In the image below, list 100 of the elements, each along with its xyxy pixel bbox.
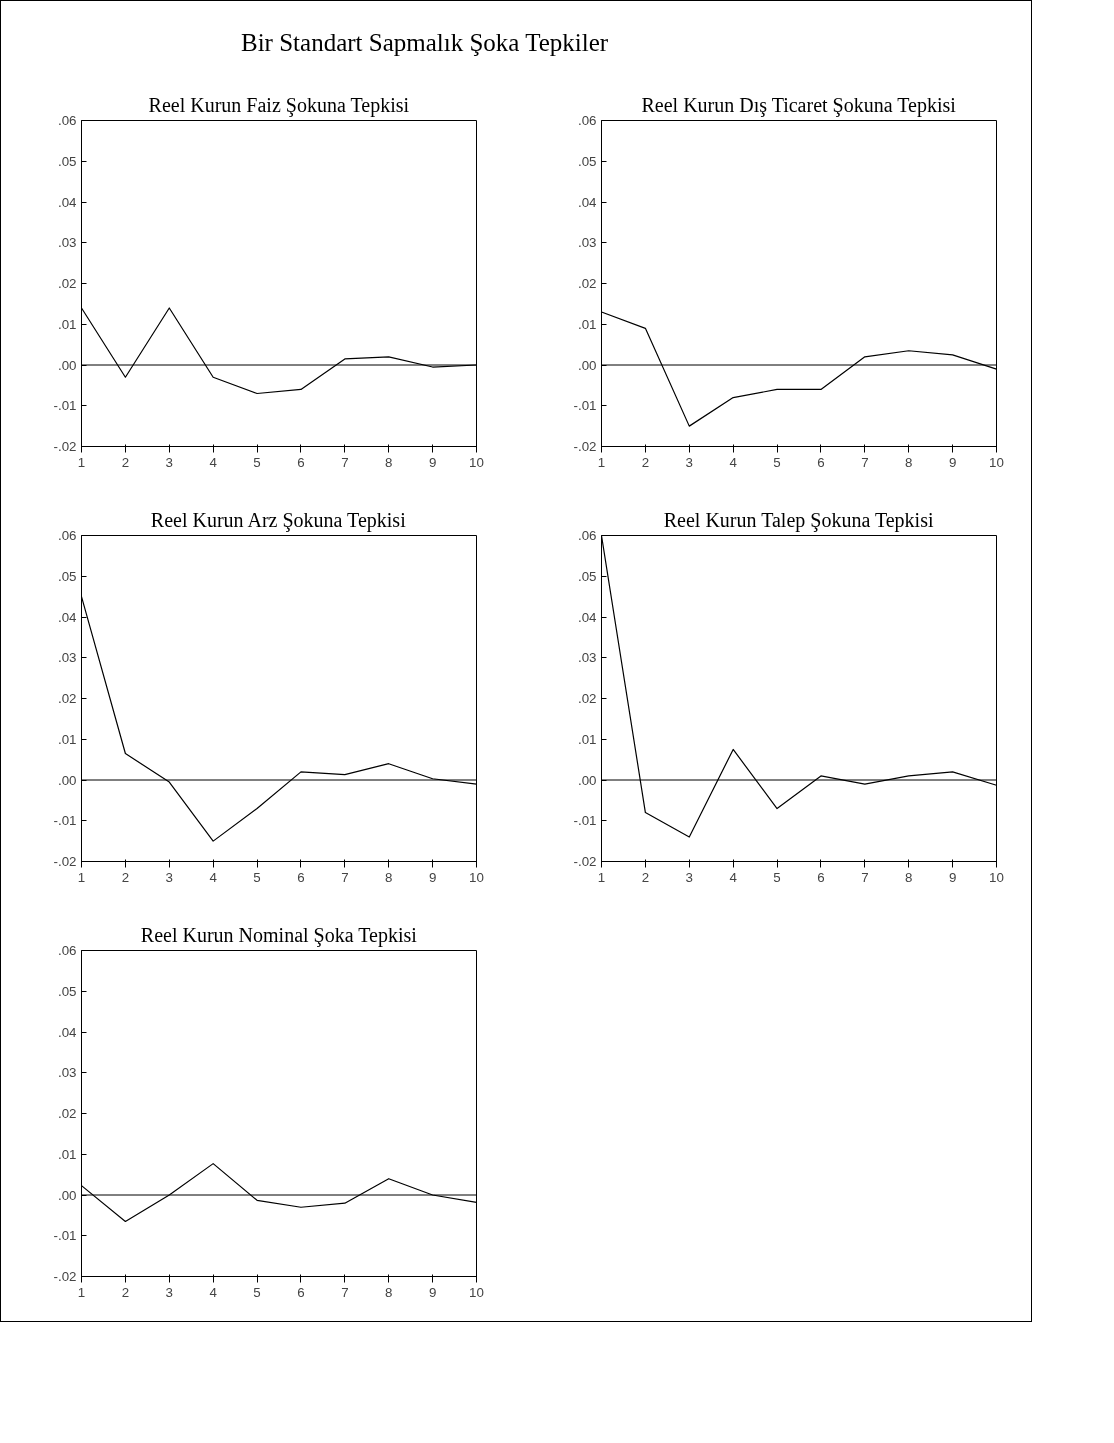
x-tick-label: 9 [428,1284,437,1300]
y-tick-label: -.01 [53,1228,77,1244]
y-tick-label: .00 [577,357,597,373]
x-tick-label: 4 [729,454,738,470]
x-tick-label: 3 [165,1284,173,1300]
x-tick-label: 3 [165,454,173,470]
x-tick-label: 5 [773,869,781,885]
x-tick-label: 2 [641,869,650,885]
x-tick-label: 6 [817,869,825,885]
y-tick-label: .01 [577,316,597,332]
x-tick-label: 10 [469,1284,484,1300]
x-tick-label: 2 [121,454,130,470]
y-tick-label: .05 [577,568,597,584]
x-tick-label: 2 [121,869,130,885]
y-tick-label: -.02 [53,854,77,869]
x-tick-label: 5 [253,1284,261,1300]
chart-title: Reel Kurun Nominal Şoka Tepkisi [140,923,418,947]
y-tick-label: .04 [57,1024,78,1040]
y-tick-label: .06 [57,528,77,543]
x-tick-label: 6 [297,869,305,885]
y-tick-label: -.01 [53,398,77,414]
x-tick-label: 7 [341,1284,349,1300]
x-tick-label: 5 [253,869,261,885]
x-tick-label: 6 [817,454,825,470]
x-tick-label: 7 [341,454,349,470]
y-tick-label: .03 [577,650,597,666]
x-tick-label: 8 [905,454,913,470]
y-tick-label: -.02 [53,1269,77,1284]
y-tick-label: .04 [577,194,598,210]
y-tick-label: .05 [57,568,77,584]
x-tick-label: 2 [641,454,650,470]
chart-title: Reel Kurun Arz Şokuna Tepkisi [150,508,407,532]
x-tick-label: 4 [209,869,218,885]
x-tick-label: 6 [297,454,305,470]
y-tick-label: .00 [57,357,77,373]
y-tick-label: .02 [57,691,77,706]
x-tick-label: 1 [597,869,606,885]
x-tick-label: 3 [685,454,693,470]
y-tick-label: .02 [577,691,597,706]
y-tick-label: .01 [57,1146,77,1162]
y-tick-label: .00 [577,772,597,788]
y-tick-label: -.01 [573,398,597,414]
x-tick-label: 10 [469,869,484,885]
y-tick-label: .05 [577,153,597,169]
y-tick-label: .03 [57,650,77,666]
x-tick-label: 3 [685,869,693,885]
y-tick-label: .02 [57,1106,77,1121]
x-tick-label: 5 [773,454,781,470]
y-tick-label: -.02 [53,439,77,454]
x-tick-label: 1 [597,454,606,470]
y-tick-label: .01 [57,316,77,332]
y-tick-label: -.01 [573,813,597,829]
chart-title: Reel Kurun Talep Şokuna Tepkisi [663,508,934,532]
x-tick-label: 1 [77,1284,86,1300]
x-tick-label: 4 [209,1284,218,1300]
y-tick-label: .00 [57,1187,77,1203]
chart-title: Reel Kurun Dış Ticaret Şokuna Tepkisi [641,93,957,117]
x-tick-label: 6 [297,1284,305,1300]
x-tick-label: 7 [341,869,349,885]
x-tick-label: 4 [729,869,738,885]
y-tick-label: .02 [57,276,77,291]
x-tick-label: 9 [948,869,957,885]
y-tick-label: .00 [57,772,77,788]
x-tick-label: 1 [77,454,86,470]
x-tick-label: 2 [121,1284,130,1300]
x-tick-label: 7 [861,454,869,470]
y-tick-label: .02 [577,276,597,291]
x-tick-label: 9 [428,454,437,470]
y-tick-label: .06 [57,943,77,958]
y-tick-label: .05 [57,153,77,169]
y-tick-label: .06 [577,528,597,543]
y-tick-label: .04 [577,609,598,625]
x-tick-label: 8 [905,869,913,885]
y-tick-label: .05 [57,983,77,999]
y-tick-label: -.01 [53,813,77,829]
y-tick-label: .01 [57,731,77,747]
x-tick-label: 10 [989,869,1004,885]
y-tick-label: .04 [57,609,78,625]
chart-title: Reel Kurun Faiz Şokuna Tepkisi [148,93,410,117]
x-tick-label: 3 [165,869,173,885]
x-tick-label: 10 [469,454,484,470]
x-tick-label: 8 [385,1284,393,1300]
text: Bir Standart Sapmalık Şoka Tepkiler [241,28,609,58]
y-tick-label: .01 [577,731,597,747]
x-tick-label: 5 [253,454,261,470]
x-tick-label: 1 [77,869,86,885]
y-tick-label: .06 [577,113,597,128]
y-tick-label: -.02 [573,439,597,454]
x-tick-label: 8 [385,869,393,885]
y-tick-label: -.02 [573,854,597,869]
y-tick-label: .03 [57,1065,77,1081]
x-tick-label: 8 [385,454,393,470]
y-tick-label: .03 [57,235,77,251]
x-tick-label: 4 [209,454,218,470]
x-tick-label: 9 [428,869,437,885]
x-tick-label: 10 [989,454,1004,470]
y-tick-label: .06 [57,113,77,128]
x-tick-label: 9 [948,454,957,470]
x-tick-label: 7 [861,869,869,885]
y-tick-label: .03 [577,235,597,251]
